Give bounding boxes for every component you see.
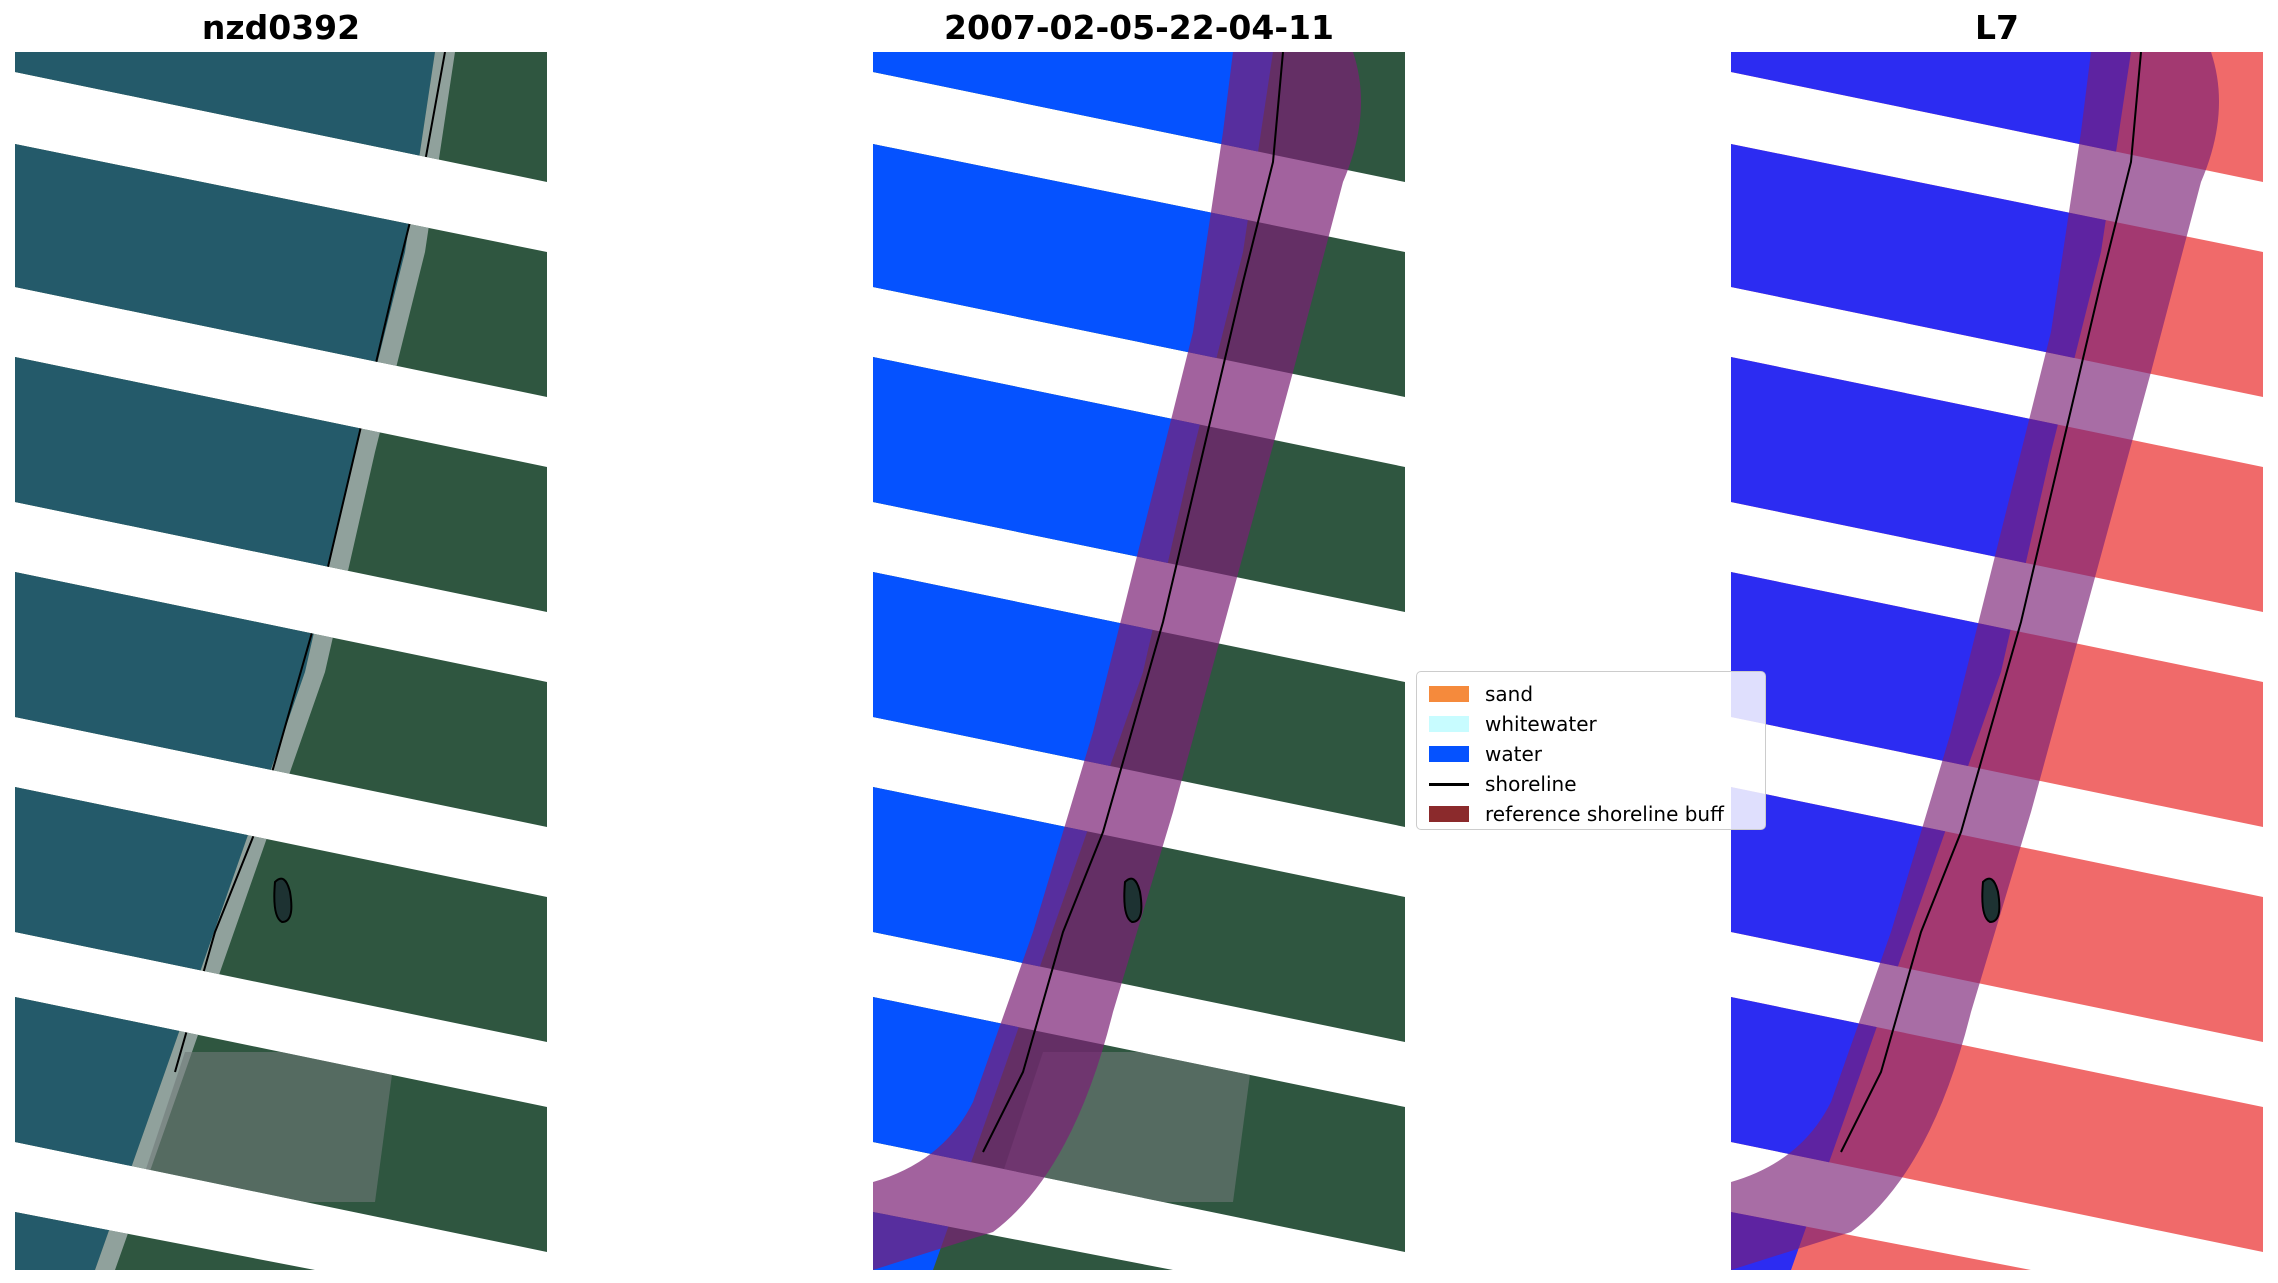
legend-swatch-reference-buffer [1429,806,1469,822]
legend-label-sand: sand [1485,682,1534,706]
rgb-image [15,52,547,1270]
classification-panel [873,52,1405,1270]
legend: sand whitewater water shoreline referenc… [1416,671,1766,830]
rgb-image-panel [15,52,547,1270]
legend-label-water: water [1485,742,1542,766]
legend-swatch-water [1429,746,1469,762]
panel-title-rgb: nzd0392 [201,8,361,47]
panel-title-index: L7 [1975,8,2019,47]
legend-label-shoreline: shoreline [1485,772,1577,796]
legend-swatch-sand [1429,686,1469,702]
legend-item-shoreline: shoreline [1429,772,1577,796]
index-panel [1731,52,2263,1270]
legend-label-whitewater: whitewater [1485,712,1597,736]
legend-label-reference-buffer: reference shoreline buff [1485,802,1724,826]
legend-item-water: water [1429,742,1542,766]
legend-item-reference-buffer: reference shoreline buff [1429,802,1724,826]
legend-swatch-whitewater [1429,716,1469,732]
legend-item-whitewater: whitewater [1429,712,1597,736]
index-map [1731,52,2263,1270]
classification-map [873,52,1405,1270]
legend-line-shoreline [1429,782,1469,786]
legend-item-sand: sand [1429,682,1533,706]
panel-title-classification: 2007-02-05-22-04-11 [944,8,1334,47]
